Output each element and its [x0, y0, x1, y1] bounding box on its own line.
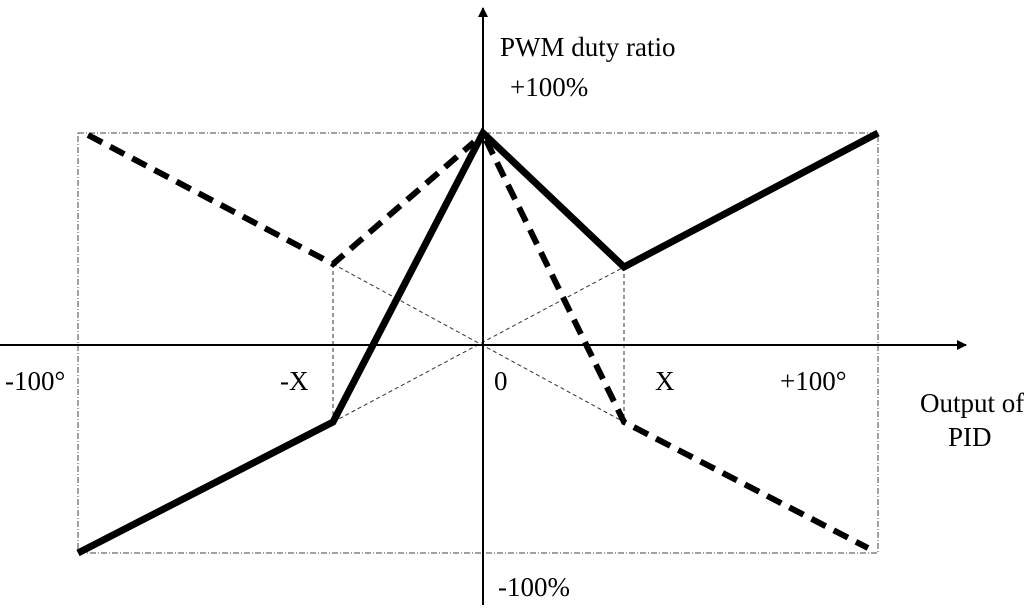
x-label: -100° [5, 366, 65, 396]
x-label: -X [280, 366, 309, 396]
y-bottom-label: -100% [498, 572, 570, 602]
y-top-label: +100% [510, 72, 588, 102]
solid-curve [76, 127, 880, 557]
x-label: +100° [780, 366, 847, 396]
x-label: 0 [494, 366, 508, 396]
x-title: Output of [920, 388, 1024, 418]
x-label: X [655, 366, 675, 396]
y-title: PWM duty ratio [500, 32, 676, 62]
x-title: PID [948, 422, 992, 452]
range-box [77, 132, 879, 554]
dashed-curve [86, 132, 870, 551]
